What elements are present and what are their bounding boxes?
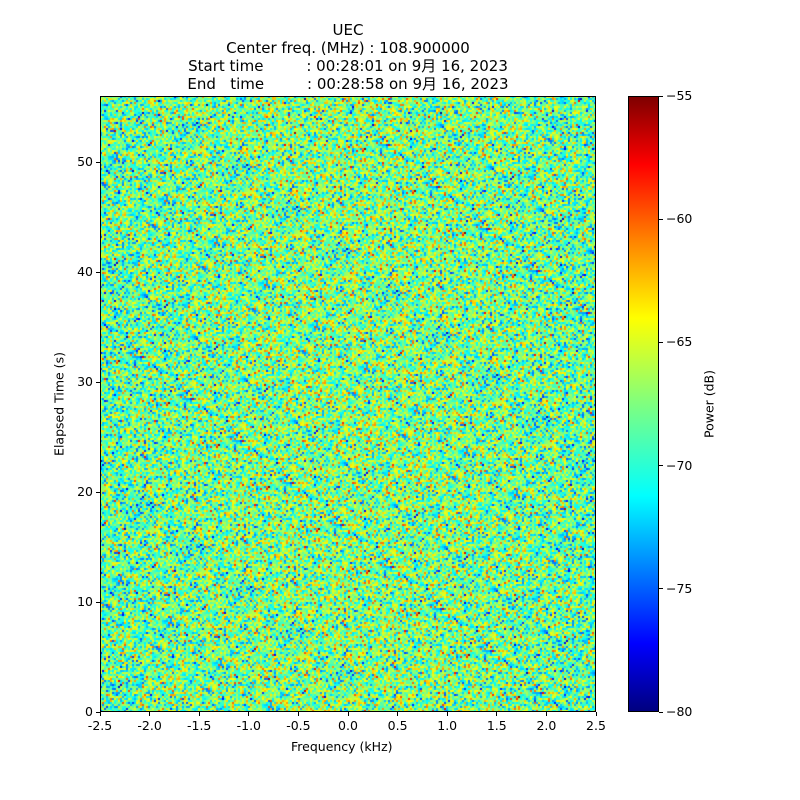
y-tick-label: 20: [77, 484, 93, 499]
colorbar-tick-label: −70: [666, 457, 693, 473]
x-tick-mark: [198, 712, 200, 716]
colorbar-tick-label: −55: [666, 88, 693, 103]
y-tick-mark: [96, 711, 100, 713]
x-tick-label: 2.5: [586, 718, 606, 733]
y-tick-label: 0: [85, 704, 93, 719]
y-tick-mark: [96, 381, 100, 383]
colorbar-tick-label: −65: [666, 334, 693, 350]
x-tick-mark: [397, 712, 399, 716]
title-line-1: UEC: [332, 21, 364, 39]
colorbar-tick-mark: [659, 95, 663, 97]
x-tick-label: -1.0: [236, 718, 261, 733]
colorbar-tick-mark: [659, 465, 663, 467]
x-tick-label: 1.5: [486, 718, 507, 733]
x-tick-label: 1.0: [437, 718, 458, 733]
x-tick-mark: [99, 712, 101, 716]
x-tick-label: -2.0: [137, 718, 162, 733]
x-tick-mark: [446, 712, 448, 716]
x-tick-mark: [545, 712, 547, 716]
x-tick-mark: [248, 712, 250, 716]
colorbar-tick-label: −60: [666, 211, 693, 227]
x-tick-label: 0.0: [338, 718, 358, 733]
x-tick-label: -0.5: [286, 718, 311, 733]
y-tick-mark: [96, 601, 100, 603]
x-tick-label: 2.0: [536, 718, 557, 733]
x-tick-label: -1.5: [186, 718, 212, 733]
y-tick-mark: [96, 161, 100, 163]
title-line-3: Start time : 00:28:01 on 9月 16, 2023: [188, 57, 508, 75]
colorbar-label: Power (dB): [701, 369, 717, 439]
colorbar-tick-mark: [659, 341, 663, 343]
colorbar-tick-mark: [659, 218, 663, 220]
title-line-2: Center freq. (MHz) : 108.900000: [226, 39, 470, 57]
y-tick-label: 50: [77, 154, 93, 169]
y-tick-mark: [96, 271, 100, 273]
colorbar-tick-label: −80: [666, 704, 693, 719]
x-tick-mark: [595, 712, 597, 716]
x-tick-mark: [149, 712, 151, 716]
x-tick-mark: [297, 712, 299, 716]
colorbar-tick-mark: [659, 711, 663, 713]
y-tick-label: 30: [77, 374, 93, 389]
x-tick-mark: [496, 712, 498, 716]
colorbar-tick-label: −75: [666, 580, 693, 596]
x-tick-mark: [347, 712, 349, 716]
y-tick-label: 40: [77, 264, 93, 279]
title-line-4: End time : 00:28:58 on 9月 16, 2023: [187, 75, 509, 93]
x-axis-label: Frequency (kHz): [291, 739, 393, 754]
colorbar: [628, 96, 659, 712]
y-axis-label: Elapsed Time (s): [51, 352, 67, 456]
y-tick-label: 10: [77, 594, 93, 609]
x-tick-label: 0.5: [387, 718, 408, 733]
x-tick-label: -2.5: [87, 718, 113, 733]
spectrogram-heatmap: [100, 96, 596, 712]
colorbar-tick-mark: [659, 588, 663, 590]
y-tick-mark: [96, 491, 100, 493]
